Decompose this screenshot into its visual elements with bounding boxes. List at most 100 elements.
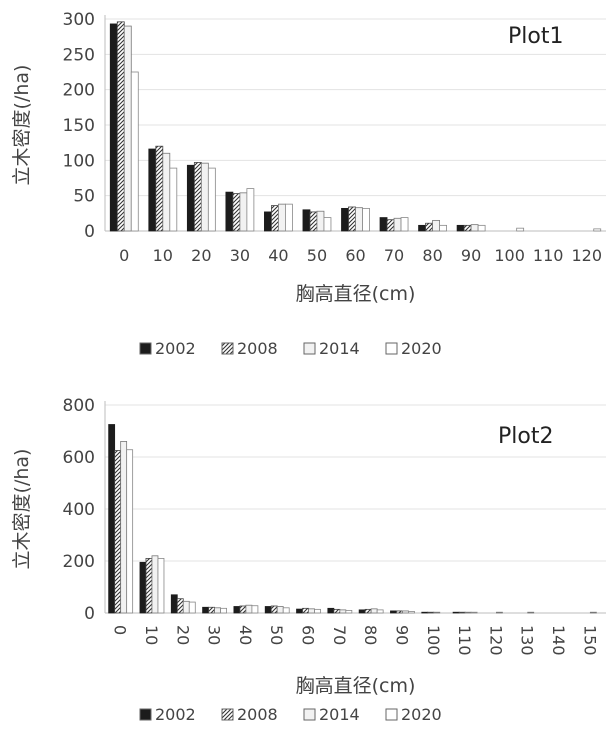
x-tick-label: 10 bbox=[153, 246, 173, 265]
bar-2002-80 bbox=[358, 609, 366, 614]
x-tick-label: 80 bbox=[361, 625, 380, 645]
y-tick-label: 0 bbox=[84, 222, 95, 242]
x-tick-label: 110 bbox=[533, 246, 564, 265]
bar-2020-40 bbox=[285, 203, 293, 232]
x-axis-title: 胸高直径(cm) bbox=[296, 283, 416, 305]
bar-2020-60 bbox=[362, 207, 370, 232]
chart-panel-plot2: 0 200 400 600 800 0 10 20 30 40 50 60 70 80 90 100 110 12… bbox=[0, 380, 608, 749]
x-tick-label: 20 bbox=[173, 625, 192, 645]
bar-2008-110 bbox=[458, 611, 466, 614]
bar-2020-10 bbox=[157, 557, 165, 614]
x-tick-label: 150 bbox=[580, 625, 599, 656]
chart-plot2: 0 200 400 600 800 0 10 20 30 40 50 60 70 80 90 100 110 12… bbox=[11, 396, 606, 724]
bar-2020-120 bbox=[593, 228, 602, 232]
x-tick-label: 50 bbox=[267, 625, 286, 645]
bar-2008-100 bbox=[427, 611, 435, 614]
y-axis-title: 立木密度(/ha) bbox=[11, 449, 33, 570]
bar-2020-70 bbox=[345, 609, 353, 614]
bar-2020-50 bbox=[282, 607, 290, 614]
bar-2020-110 bbox=[470, 611, 478, 614]
y-tick-label: 300 bbox=[63, 10, 95, 30]
bar-2002-10 bbox=[139, 561, 147, 614]
bar-2014-90 bbox=[402, 610, 409, 614]
bar-2002-90 bbox=[456, 224, 465, 232]
bar-2002-50 bbox=[302, 209, 311, 232]
bar-2020-0 bbox=[126, 449, 134, 614]
bar-2020-20 bbox=[207, 167, 216, 232]
x-tick-label: 60 bbox=[299, 625, 318, 645]
plot-title: Plot2 bbox=[498, 424, 553, 449]
bar-2002-20 bbox=[186, 164, 195, 232]
y-tick-label: 150 bbox=[63, 116, 95, 136]
x-tick-label: 120 bbox=[571, 246, 602, 265]
bar-2014-130 bbox=[527, 611, 535, 614]
bar-2002-100 bbox=[421, 611, 429, 614]
x-tick-label: 90 bbox=[461, 246, 481, 265]
bar-2008-30 bbox=[232, 193, 241, 232]
bar-2014-80 bbox=[432, 219, 440, 232]
bar-2014-30 bbox=[214, 607, 221, 614]
bar-2008-10 bbox=[145, 557, 153, 614]
legend-label-2008: 2008 bbox=[237, 705, 278, 724]
bar-2014-70 bbox=[393, 217, 402, 232]
x-tick-label: 40 bbox=[236, 625, 255, 645]
bar-2020-80 bbox=[439, 224, 447, 232]
bar-2014-120 bbox=[496, 611, 503, 614]
bar-2008-50 bbox=[309, 211, 318, 232]
bar-2014-10 bbox=[162, 152, 171, 232]
legend-swatch-2014 bbox=[303, 708, 316, 721]
bar-2008-40 bbox=[239, 605, 247, 614]
bar-2008-60 bbox=[302, 607, 309, 614]
bar-2002-60 bbox=[296, 608, 303, 614]
bar-2014-10 bbox=[151, 555, 159, 614]
y-tick-label: 600 bbox=[63, 448, 95, 468]
bar-2002-50 bbox=[264, 606, 272, 614]
x-tick-label: 70 bbox=[330, 625, 349, 645]
x-tick-label: 90 bbox=[392, 625, 411, 645]
bar-2014-0 bbox=[120, 441, 128, 614]
bar-2002-0 bbox=[108, 424, 116, 614]
bar-2008-50 bbox=[270, 605, 278, 614]
bar-2020-60 bbox=[314, 608, 321, 614]
bar-2008-90 bbox=[396, 610, 403, 614]
x-tick-label: 40 bbox=[268, 246, 288, 265]
legend-label-2020: 2020 bbox=[401, 339, 442, 358]
x-tick-label: 30 bbox=[230, 246, 250, 265]
legend-label-2020: 2020 bbox=[401, 705, 442, 724]
x-tick-label: 60 bbox=[345, 246, 365, 265]
bar-2008-80 bbox=[425, 222, 433, 232]
bar-2002-70 bbox=[379, 217, 388, 232]
legend-label-2002: 2002 bbox=[155, 339, 196, 358]
bar-2008-20 bbox=[176, 598, 184, 614]
bar-2008-90 bbox=[463, 224, 472, 232]
bar-2008-20 bbox=[193, 162, 202, 232]
legend-label-2014: 2014 bbox=[319, 339, 360, 358]
bar-2020-80 bbox=[376, 609, 384, 614]
y-tick-label: 800 bbox=[63, 396, 95, 416]
y-tick-label: 400 bbox=[63, 500, 95, 520]
chart-panel-plot1: 0 50 100 150 200 250 300 0 10 20 30 40 50 60 70 80 90 100… bbox=[0, 0, 608, 375]
bar-2002-40 bbox=[264, 211, 272, 232]
bar-2014-100 bbox=[433, 611, 441, 614]
legend-swatch-2014 bbox=[303, 342, 316, 355]
x-tick-label: 140 bbox=[549, 625, 568, 656]
bar-2008-70 bbox=[386, 219, 395, 232]
bar-2020-70 bbox=[400, 217, 409, 232]
bar-2014-50 bbox=[316, 210, 325, 232]
bar-2014-20 bbox=[182, 600, 190, 614]
bar-2002-110 bbox=[452, 611, 460, 614]
legend-swatch-2020 bbox=[385, 708, 398, 721]
x-tick-label: 0 bbox=[119, 246, 129, 265]
x-tick-label: 70 bbox=[384, 246, 404, 265]
legend-swatch-2008 bbox=[221, 342, 234, 355]
bar-2002-30 bbox=[225, 191, 234, 232]
legend-label-2002: 2002 bbox=[155, 705, 196, 724]
bar-2014-90 bbox=[470, 224, 479, 232]
bar-2014-40 bbox=[278, 203, 286, 232]
bar-2014-0 bbox=[123, 25, 132, 232]
bar-2002-30 bbox=[202, 606, 209, 614]
bar-2020-0 bbox=[130, 71, 139, 232]
legend-swatch-2008 bbox=[221, 708, 234, 721]
x-tick-label: 30 bbox=[205, 625, 224, 645]
y-tick-label: 50 bbox=[73, 187, 95, 207]
